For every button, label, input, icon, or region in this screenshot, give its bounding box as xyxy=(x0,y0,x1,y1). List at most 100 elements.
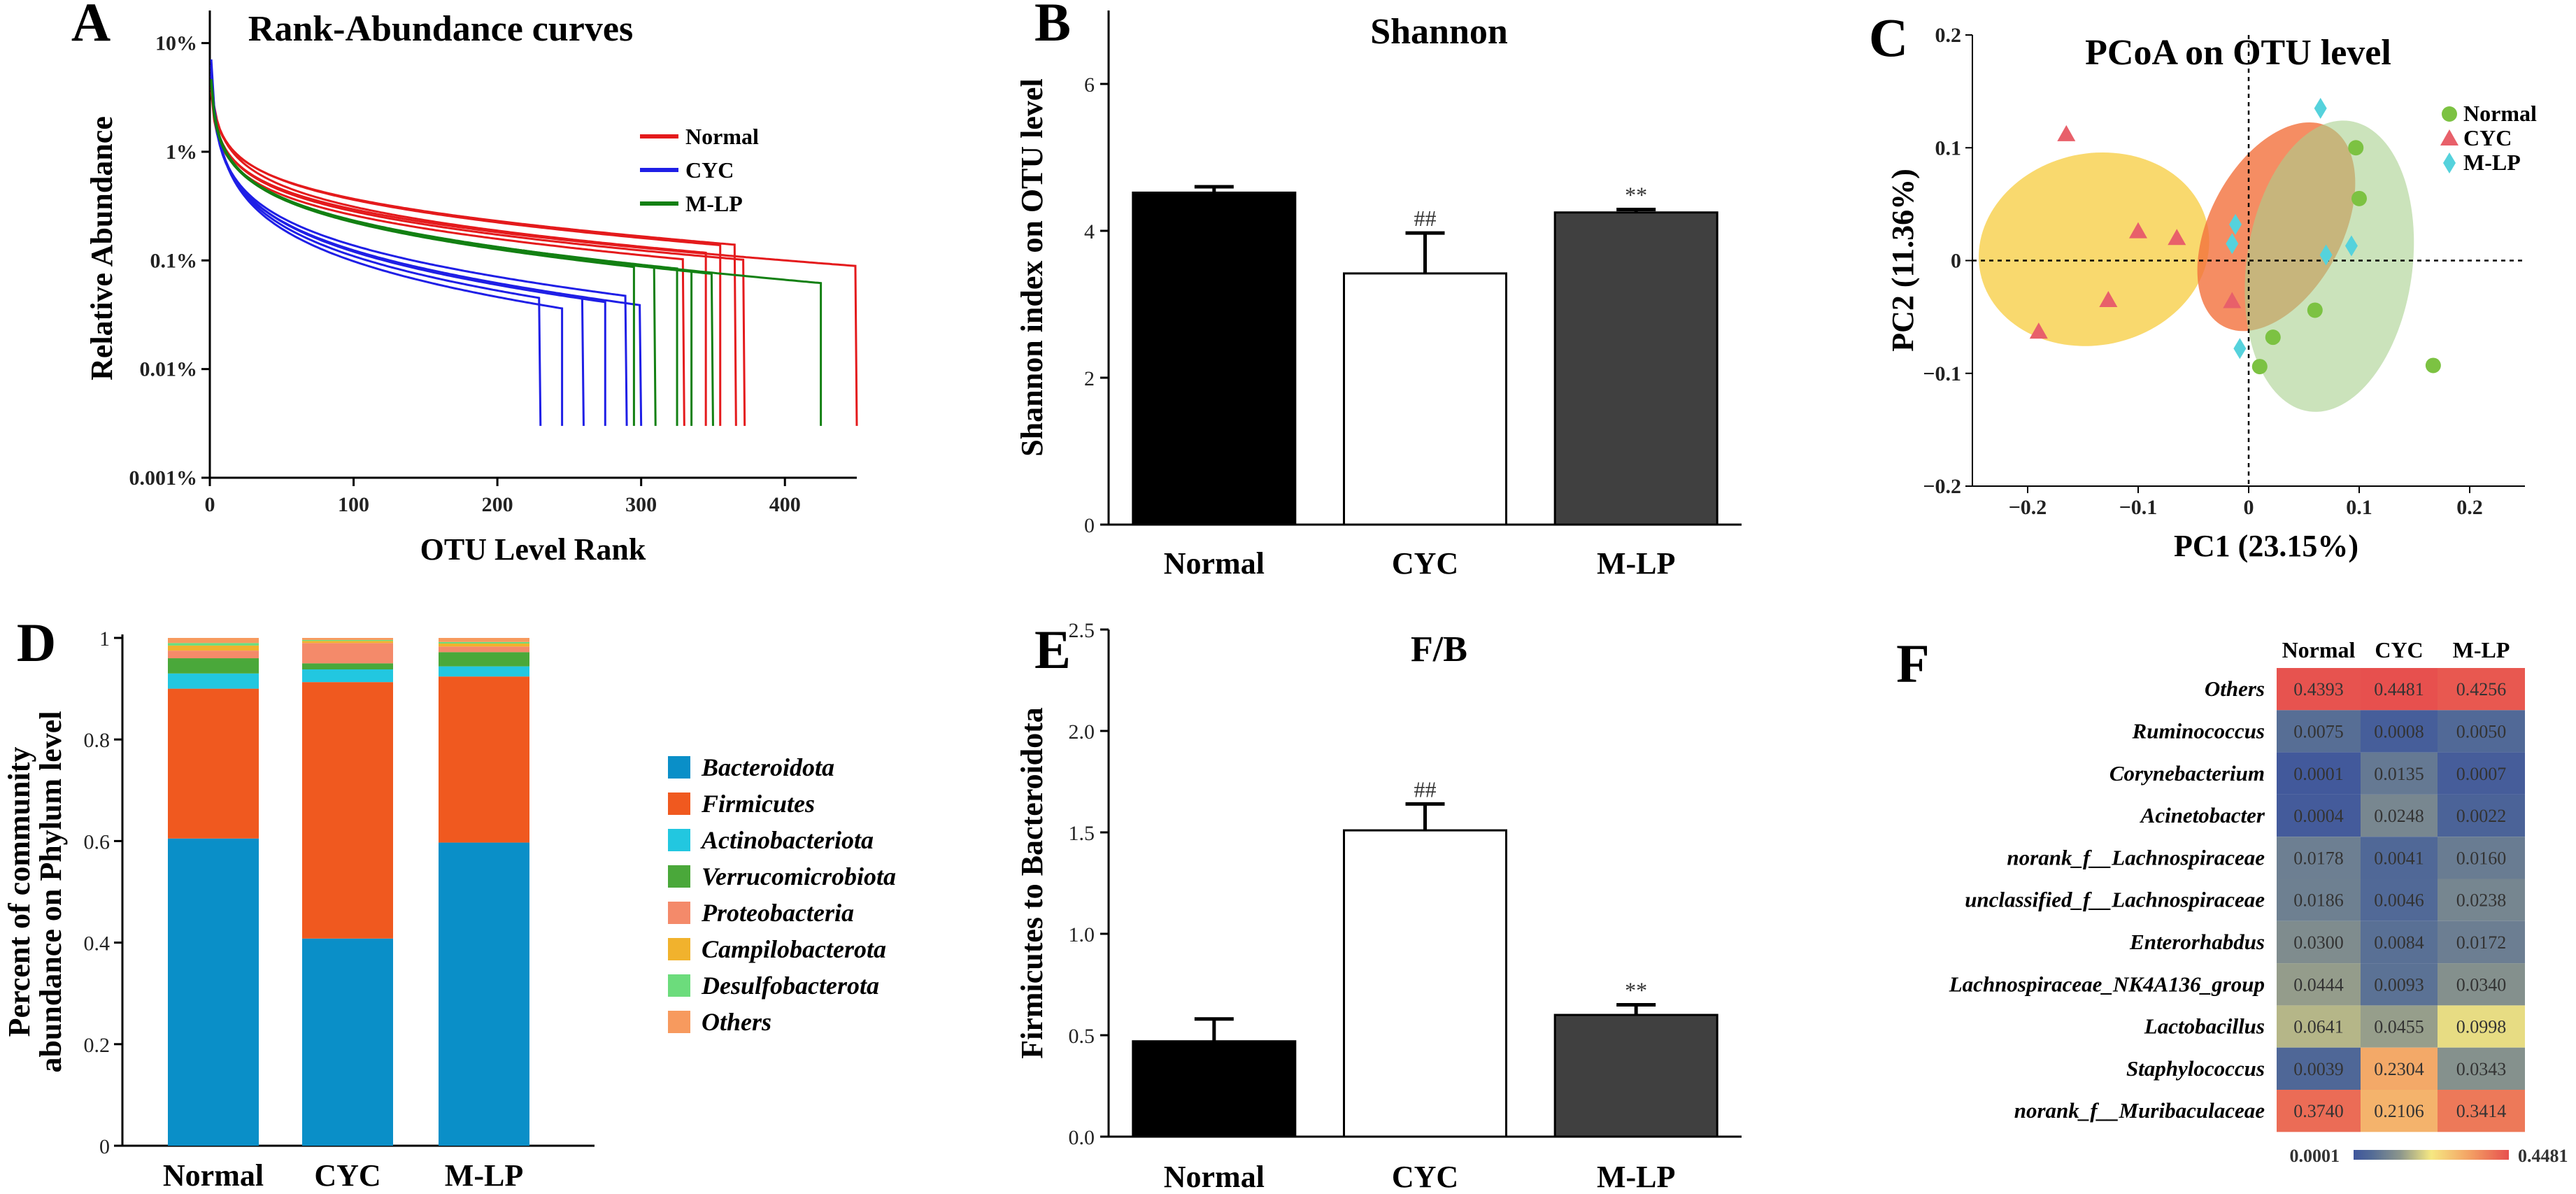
panel-f-cell-value: 0.0084 xyxy=(2374,932,2424,953)
panel-a-x-tick-label: 0 xyxy=(205,493,215,516)
panel-c-point-m-lp xyxy=(2319,244,2333,266)
panel-d-segment-others xyxy=(302,638,393,640)
panel-c-ellipse-normal xyxy=(2244,120,2414,412)
panel-c-point-m-lp xyxy=(2229,213,2242,235)
panel-e-y-tick-label: 0.0 xyxy=(1069,1126,1095,1149)
panel-c-point-normal xyxy=(2425,357,2441,374)
panel-f-cell-value: 0.0160 xyxy=(2456,848,2507,868)
panel-d-ylabel-line: Percent of community xyxy=(2,747,36,1037)
panel-c-point-normal xyxy=(2351,190,2367,206)
panel-e: E F/B 0.0 0.5 1.0 1.5 2.0 2.5 Firmicutes to Bact… xyxy=(1015,619,1742,1194)
panel-a-x-tick-label: 100 xyxy=(338,493,369,516)
panel-a-legend-label-cyc: CYC xyxy=(685,157,734,183)
panel-f-cell xyxy=(2277,963,2361,1006)
panel-f-cell-value: 0.0343 xyxy=(2456,1059,2507,1079)
panel-f-row-acinetobacter: Acinetobacter xyxy=(2140,803,2265,827)
panel-f-row-lachnospiraceae-nk4a136-group: Lachnospiraceae_NK4A136_group xyxy=(1949,972,2265,996)
panel-c-x-tick-label: 0.2 xyxy=(2456,496,2483,519)
panel-f-row-ruminococcus: Ruminococcus xyxy=(2132,718,2265,743)
panel-f-cell-value: 0.0172 xyxy=(2456,932,2507,953)
panel-f-row-unclassified-f-lachnospiraceae: unclassified_f__Lachnospiraceae xyxy=(1965,888,2265,912)
panel-d-legend-swatch-bacteroidota xyxy=(668,756,690,779)
panel-d-legend-label-bacteroidota: Bacteroidota xyxy=(701,753,834,781)
panel-f-cell xyxy=(2361,963,2438,1006)
panel-d-segment-verrucomicrobiota xyxy=(302,663,393,670)
panel-f-color-scale xyxy=(2354,1150,2509,1160)
panel-b-sig-cyc: ## xyxy=(1414,206,1437,231)
panel-c-label: C xyxy=(1869,7,1908,68)
panel-c-ylabel: PC2 (11.36%) xyxy=(1886,169,1920,352)
panel-b-category-normal: Normal xyxy=(1164,546,1265,581)
panel-f-cell xyxy=(2361,879,2438,921)
panel-d-segment-firmicutes xyxy=(302,682,393,939)
panel-a-curve-normal xyxy=(210,76,707,426)
panel-a-xlabel: OTU Level Rank xyxy=(420,532,646,567)
panel-d-segment-campilobacterota xyxy=(302,641,393,644)
panel-d-segment-others xyxy=(168,638,259,644)
panel-a: A Rank-Abundance curves 0 100 200 300 400 0.001… xyxy=(71,0,858,567)
panel-f-cell-value: 0.0641 xyxy=(2293,1017,2344,1037)
panel-f-cell-value: 0.0444 xyxy=(2293,974,2344,995)
panel-e-ylabel: Firmicutes to Bacteroidota xyxy=(1015,707,1049,1059)
panel-a-label: A xyxy=(71,0,111,52)
panel-d-segment-proteobacteria xyxy=(439,646,529,653)
panel-a-y-tick-label: 0.1% xyxy=(150,249,198,272)
panel-a-curve-m-lp xyxy=(210,84,678,426)
panel-f-cell-value: 0.0178 xyxy=(2293,848,2344,868)
panel-c-point-normal xyxy=(2348,140,2364,156)
panel-f-cell xyxy=(2361,921,2438,964)
panel-c-point-normal xyxy=(2307,302,2323,318)
panel-f-cell-value: 0.0022 xyxy=(2456,806,2507,826)
panel-d-y-tick-label: 0.6 xyxy=(84,830,111,853)
panel-f-cell-value: 0.3740 xyxy=(2293,1101,2344,1121)
panel-d-segment-bacteroidota xyxy=(439,842,529,1146)
panel-f-cell-value: 0.0039 xyxy=(2293,1059,2344,1079)
panel-d-legend-label-desulfobacterota: Desulfobacterota xyxy=(701,972,879,1000)
panel-d-legend-label-others: Others xyxy=(702,1008,771,1036)
panel-a-curve-cyc xyxy=(210,59,564,426)
panel-b-category-cyc: CYC xyxy=(1392,546,1458,581)
panel-c-y-tick-label: −0.2 xyxy=(1923,475,1961,498)
panel-f-cell-value: 0.0041 xyxy=(2374,848,2424,868)
panel-a-curve-m-lp xyxy=(210,78,714,426)
panel-f-cell-value: 0.0008 xyxy=(2374,721,2424,741)
panel-f-cell xyxy=(2277,1090,2361,1132)
panel-e-y-tick-label: 1.0 xyxy=(1069,923,1095,946)
panel-d-segment-firmicutes xyxy=(439,676,529,843)
panel-c-y-tick-label: 0.1 xyxy=(1935,136,1962,159)
panel-f-cell xyxy=(2438,879,2525,921)
panel-f-row-others: Others xyxy=(2205,676,2265,701)
panel-c-x-tick-label: 0.1 xyxy=(2346,496,2372,519)
panel-c-legend-marker-normal xyxy=(2442,106,2457,122)
panel-c-y-tick-label: 0 xyxy=(1951,250,1961,273)
panel-d-legend-label-proteobacteria: Proteobacteria xyxy=(701,899,854,927)
panel-e-sig-cyc: ## xyxy=(1414,776,1437,802)
panel-b-y-tick-label: 2 xyxy=(1084,367,1095,390)
panel-f-cell xyxy=(2438,1090,2525,1132)
panel-f-column-cyc: CYC xyxy=(2375,637,2423,662)
panel-f-cell xyxy=(2438,921,2525,964)
panel-f: F Normal CYC M-LP Others 0.4393 0.4481 0.4256 Ru… xyxy=(1896,633,2568,1166)
panel-c: C PCoA on OTU level −0.2 −0.1 0 0.1 0.2 −0.2 −0.… xyxy=(1869,7,2537,563)
panel-c-legend-marker-cyc xyxy=(2440,129,2458,145)
panel-b-y-tick-label: 4 xyxy=(1084,220,1095,243)
panel-d-legend-swatch-campilobacterota xyxy=(668,938,690,960)
panel-e-y-tick-label: 0.5 xyxy=(1069,1025,1095,1048)
panel-d-y-tick-label: 0.4 xyxy=(84,932,111,955)
panel-c-y-tick-label: 0.2 xyxy=(1935,24,1962,47)
panel-f-cell xyxy=(2438,963,2525,1006)
panel-c-legend-marker-m-lp xyxy=(2443,152,2456,173)
panel-c-point-m-lp xyxy=(2233,338,2247,360)
panel-a-x-tick-label: 200 xyxy=(482,493,513,516)
panel-f-cell-value: 0.4481 xyxy=(2374,679,2424,699)
panel-c-point-cyc xyxy=(2168,229,2186,246)
panel-a-curve-normal xyxy=(210,92,685,426)
panel-f-cell-value: 0.3414 xyxy=(2456,1101,2507,1121)
panel-d-legend-label-verrucomicrobiota: Verrucomicrobiota xyxy=(702,862,896,890)
panel-a-y-tick-label: 0.001% xyxy=(129,467,198,490)
panel-c-point-normal xyxy=(2251,359,2268,375)
panel-f-cell xyxy=(2361,794,2438,837)
panel-f-cell xyxy=(2361,752,2438,795)
panel-d-segment-desulfobacterota xyxy=(439,641,529,644)
panel-d-segment-actinobacteriota xyxy=(302,669,393,683)
